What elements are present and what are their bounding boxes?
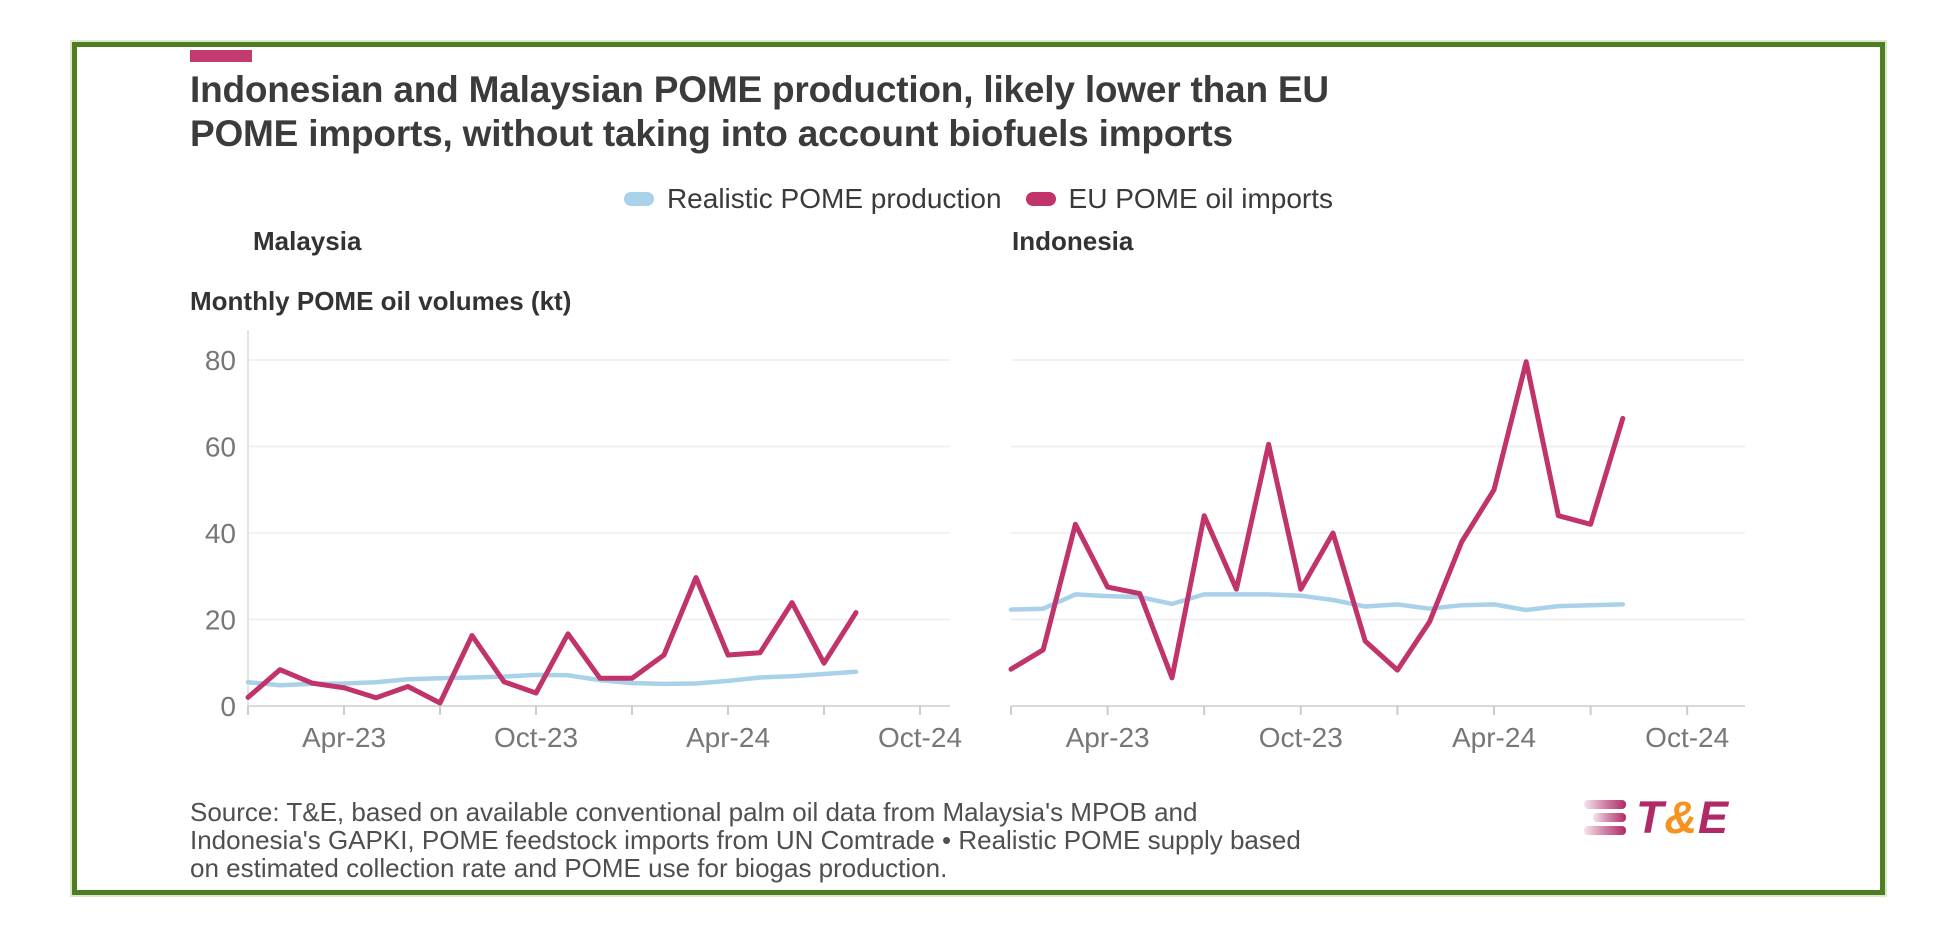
logo-ampersand: & — [1664, 792, 1698, 843]
source-line2: Indonesia's GAPKI, POME feedstock import… — [190, 825, 1301, 855]
chart-title-line1: Indonesian and Malaysian POME production… — [190, 69, 1329, 110]
imports-swatch-icon — [1025, 192, 1056, 206]
indonesia-xtick-label-Oct-23: Oct-23 — [1259, 722, 1343, 753]
legend-item-imports: EU POME oil imports — [1025, 183, 1334, 215]
chart-title: Indonesian and Malaysian POME production… — [190, 68, 1540, 156]
panel-label-malaysia: Malaysia — [253, 226, 362, 256]
legend-label-imports: EU POME oil imports — [1068, 183, 1334, 214]
malaysia-line-chart: 0 20 40 60 80 Apr-23 Oct-23 Apr-24 Oct-24 — [205, 330, 962, 753]
te-logo: T&E — [1582, 792, 1729, 844]
accent-bar — [190, 50, 252, 62]
indonesia-line-chart: Apr-23 Oct-23 Apr-24 Oct-24 — [1008, 359, 1745, 753]
te-logo-text: T&E — [1636, 792, 1729, 844]
y-axis-title: Monthly POME oil volumes (kt) — [190, 286, 572, 316]
malaysia-xtick-label-Oct-24: Oct-24 — [878, 722, 962, 753]
indonesia-xtick-label-Apr-23: Apr-23 — [1066, 722, 1150, 753]
te-speedlines-icon — [1584, 799, 1626, 835]
indonesia-imports-line — [1008, 359, 1626, 681]
panel-label-indonesia: Indonesia — [1012, 226, 1134, 256]
malaysia-ytick-label-40: 40 — [205, 518, 236, 549]
malaysia-production-line — [245, 669, 859, 688]
malaysia-ytick-label-0: 0 — [220, 691, 236, 722]
indonesia-xtick-label-Oct-24: Oct-24 — [1645, 722, 1729, 753]
malaysia-imports-line — [245, 575, 859, 706]
chart-title-line2: POME imports, without taking into accoun… — [190, 113, 1233, 154]
malaysia-xtick-label-Apr-24: Apr-24 — [686, 722, 770, 753]
logo-letter-t: T — [1636, 792, 1665, 843]
indonesia-production-line — [1008, 592, 1626, 613]
source-note: Source: T&E, based on available conventi… — [190, 798, 1301, 882]
source-line1: Source: T&E, based on available conventi… — [190, 797, 1198, 827]
chart-card — [70, 40, 1887, 897]
malaysia-ytick-label-60: 60 — [205, 432, 236, 463]
malaysia-xtick-label-Oct-23: Oct-23 — [494, 722, 578, 753]
logo-letter-e: E — [1698, 792, 1730, 843]
legend-item-production: Realistic POME production — [623, 183, 1002, 215]
malaysia-xtick-label-Apr-23: Apr-23 — [302, 722, 386, 753]
malaysia-ytick-label-20: 20 — [205, 605, 236, 636]
source-line3: on estimated collection rate and POME us… — [190, 853, 948, 883]
production-swatch-icon — [623, 192, 654, 206]
legend-label-production: Realistic POME production — [666, 183, 1002, 214]
malaysia-ytick-label-80: 80 — [205, 345, 236, 376]
indonesia-xtick-label-Apr-24: Apr-24 — [1452, 722, 1536, 753]
legend: Realistic POME production EU POME oil im… — [72, 183, 1885, 215]
